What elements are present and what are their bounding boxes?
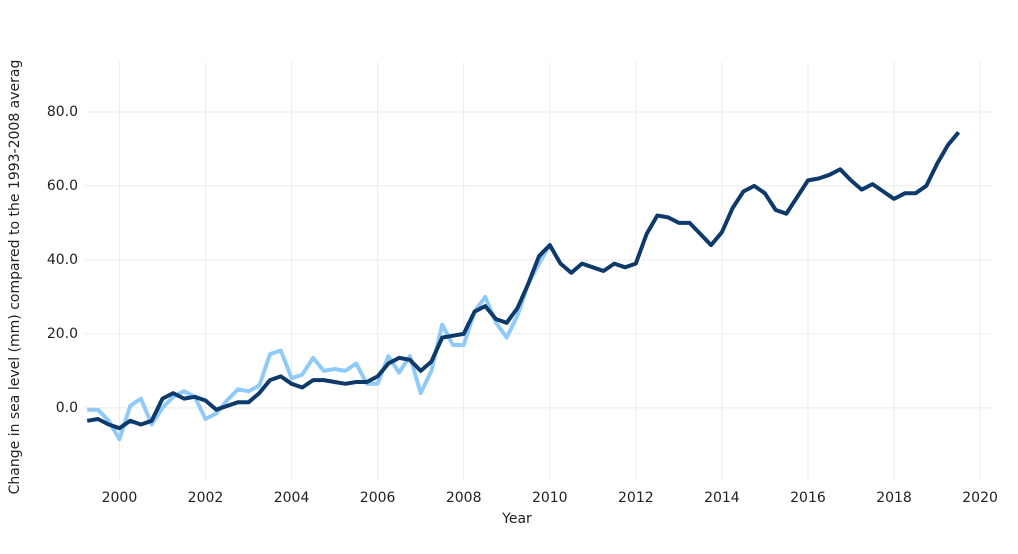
y-tick-label: 20.0 [47,326,78,342]
series-line [86,131,961,431]
y-tick-label: 80.0 [47,104,78,120]
y-tick-label: 60.0 [47,178,78,194]
y-axis-label: Change in sea level (mm) compared to the… [7,60,23,495]
y-tick-label: 40.0 [47,252,78,268]
x-tick-label: 2000 [102,490,138,506]
x-tick-label: 2006 [360,490,396,506]
x-tick-label: 2002 [188,490,224,506]
x-tick-label: 2012 [618,490,654,506]
x-tick-label: 2008 [446,490,482,506]
y-tick-label: 0.0 [56,400,78,416]
x-tick-label: 2004 [274,490,310,506]
x-axis-label: Year [501,511,532,527]
x-tick-label: 2020 [962,490,998,506]
x-tick-label: 2018 [876,490,912,506]
x-tick-label: 2014 [704,490,740,506]
x-tick-label: 2016 [790,490,826,506]
x-tick-label: 2010 [532,490,568,506]
